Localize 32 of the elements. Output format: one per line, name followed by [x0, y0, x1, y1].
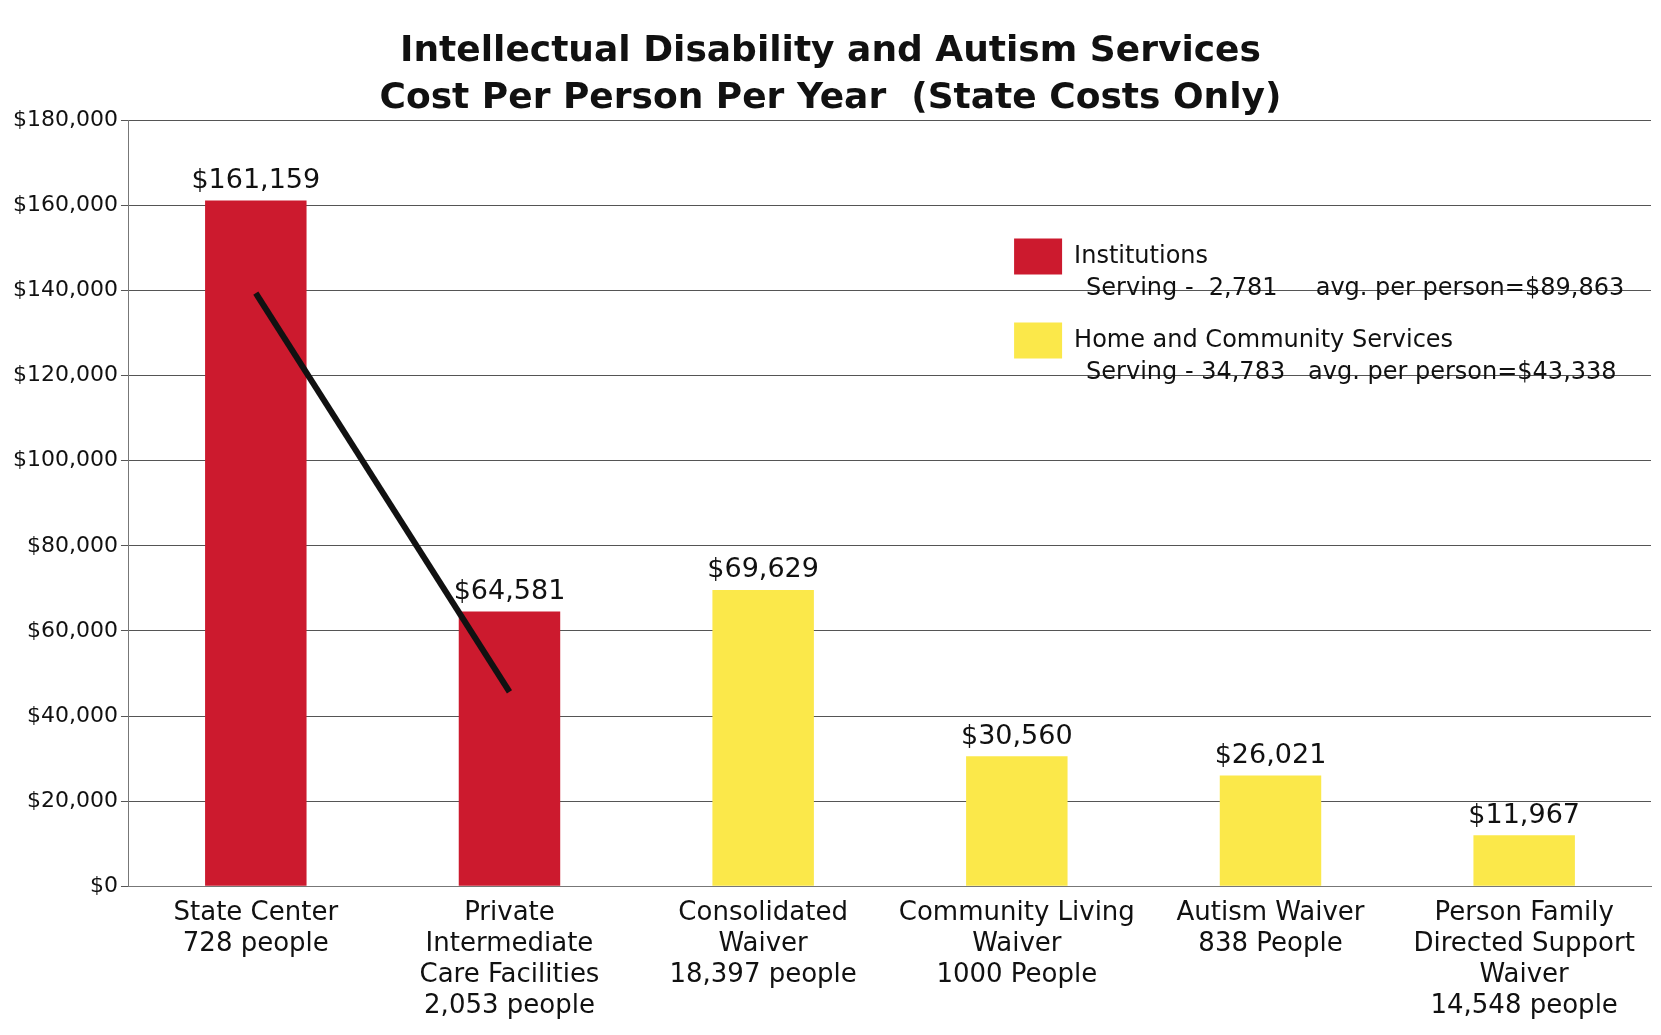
data-label: $161,159: [191, 163, 321, 195]
chart-subtitle: Cost Per Person Per Year (State Costs Only): [379, 75, 1282, 117]
bar: [966, 756, 1068, 886]
y-tick-label: $120,000: [12, 361, 118, 387]
y-tick-label: $100,000: [12, 446, 118, 472]
x-tick-label: Consolidated Waiver 18,397 people: [669, 895, 857, 988]
bar: [712, 589, 814, 886]
chart-title: Intellectual Disability and Autism Services: [400, 27, 1261, 69]
bar: [458, 611, 561, 886]
y-tick-label: $0: [89, 871, 118, 897]
data-label: $30,560: [960, 718, 1073, 750]
y-tick-label: $60,000: [26, 616, 118, 642]
x-tick-label: Private Intermediate Care Facilities 2,053 people: [419, 895, 600, 1020]
y-tick-label: $180,000: [12, 106, 118, 132]
x-tick-label: Person Family Directed Support Waiver 14,548 people: [1413, 895, 1635, 1020]
data-label: $64,581: [453, 573, 566, 605]
bar: [205, 200, 307, 886]
y-tick-label: $160,000: [12, 191, 118, 217]
legend-label: Home and Community Services: [1074, 324, 1454, 353]
bar: [1473, 835, 1575, 886]
y-tick-label: $20,000: [26, 786, 118, 812]
data-label: $26,021: [1214, 738, 1327, 770]
y-tick-label: $140,000: [12, 276, 118, 302]
y-tick-label: $40,000: [26, 701, 118, 727]
bar: [1219, 775, 1322, 886]
x-tick-label: State Center 728 people: [173, 895, 339, 957]
x-tick-label: Autism Waiver 838 People: [1176, 895, 1365, 957]
legend-label: Institutions: [1074, 240, 1209, 269]
data-label: $11,967: [1468, 797, 1580, 829]
y-tick-label: $80,000: [26, 531, 118, 557]
x-tick-label: Community Living Waiver 1000 People: [898, 895, 1135, 988]
data-label: $69,629: [707, 552, 819, 584]
